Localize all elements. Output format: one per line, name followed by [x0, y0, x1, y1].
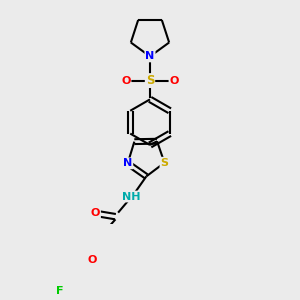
Text: O: O [169, 76, 179, 85]
Text: O: O [88, 255, 97, 265]
Text: S: S [160, 158, 169, 168]
Text: N: N [146, 51, 154, 62]
Text: NH: NH [122, 191, 141, 202]
Text: F: F [56, 286, 63, 296]
Text: S: S [146, 74, 154, 87]
Text: O: O [91, 208, 100, 218]
Text: N: N [123, 158, 132, 168]
Text: O: O [121, 76, 130, 85]
